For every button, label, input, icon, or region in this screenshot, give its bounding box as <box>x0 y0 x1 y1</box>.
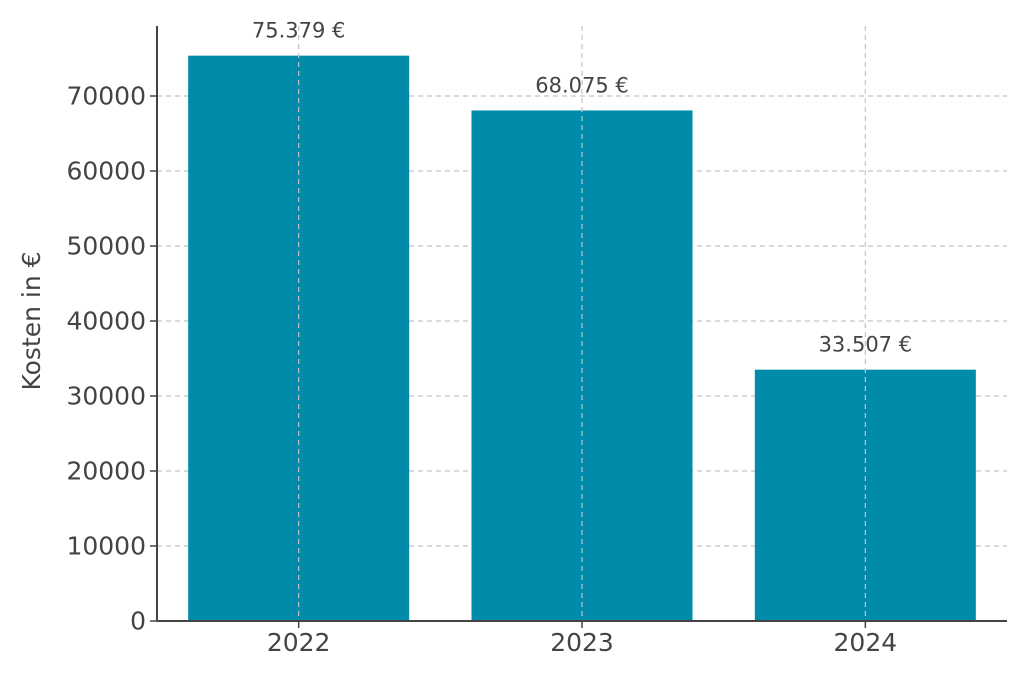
y-tick-label: 70000 <box>66 82 146 111</box>
y-tick-label: 30000 <box>66 382 146 411</box>
data-label: 33.507 € <box>819 333 913 357</box>
data-label: 68.075 € <box>535 73 629 97</box>
bar-2023 <box>471 110 693 621</box>
bar-2022 <box>188 55 410 622</box>
y-axis-label: Kosten in € <box>17 251 46 390</box>
data-labels: 75.379 € 68.075 € 33.507 € <box>252 19 912 357</box>
y-tick-label: 20000 <box>66 457 146 486</box>
y-tick-label: 10000 <box>66 532 146 561</box>
x-tick-labels: 2022 2023 2024 <box>267 621 897 657</box>
y-tick-label: 50000 <box>66 232 146 261</box>
y-tick-labels: 0 10000 20000 30000 40000 50000 60000 70000 <box>66 82 157 636</box>
x-tick-label: 2023 <box>550 628 614 657</box>
y-tick-label: 0 <box>130 607 146 636</box>
x-tick-label: 2022 <box>267 628 331 657</box>
x-tick-label: 2024 <box>834 628 898 657</box>
data-label: 75.379 € <box>252 19 346 43</box>
y-tick-label: 40000 <box>66 307 146 336</box>
y-tick-label: 60000 <box>66 157 146 186</box>
vertical-grid-lines <box>298 26 866 621</box>
